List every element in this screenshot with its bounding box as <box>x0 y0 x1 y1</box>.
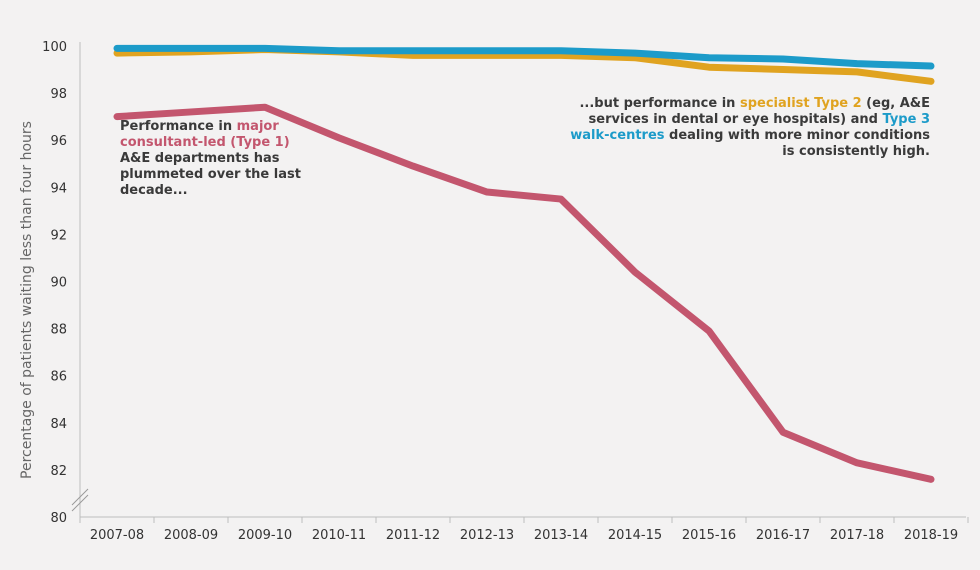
y-tick-label: 100 <box>42 40 67 55</box>
y-tick-label: 98 <box>50 87 67 102</box>
annotation-type1: Performance in major consultant-led (Typ… <box>120 119 310 199</box>
series-line-type2 <box>113 46 935 85</box>
y-tick-label: 84 <box>50 417 67 432</box>
annotation-type23-pre: ...but performance in <box>579 96 740 111</box>
axis-break-mark <box>71 488 89 506</box>
y-tick-label: 82 <box>50 464 67 479</box>
annotation-type2-highlight: specialist Type 2 <box>739 96 862 111</box>
x-tick-label: 2010-11 <box>312 528 366 543</box>
series-line-type3 <box>113 44 935 70</box>
y-tick-label: 90 <box>50 276 67 291</box>
y-tick-label: 92 <box>50 228 67 243</box>
x-tick-label: 2009-10 <box>238 528 292 543</box>
series-line-type1 <box>113 103 935 483</box>
x-tick-label: 2018-19 <box>904 528 958 543</box>
annotation-type3-highlight: Type 3 walk-centres <box>570 112 930 143</box>
y-tick-label: 80 <box>50 511 67 526</box>
axis-break-mark <box>71 494 89 512</box>
series-layer <box>113 44 935 483</box>
x-tick-label: 2017-18 <box>830 528 884 543</box>
axes: 80 82 84 86 88 90 92 94 96 98 100 2007-08 2008-09 200… <box>42 40 969 543</box>
annotation-type1-post: A&E departments has plummeted over the l… <box>120 151 301 198</box>
annotation-type1-highlight: major consultant-led (Type 1) <box>120 119 290 150</box>
y-axis-title: Percentage of patients waiting less than… <box>19 121 35 479</box>
x-tick-label: 2011-12 <box>386 528 440 543</box>
annotation-type2-type3: ...but performance in specialist Type 2 … <box>560 96 930 160</box>
y-tick-label: 88 <box>50 323 67 338</box>
annotation-type1-pre: Performance in <box>120 119 237 134</box>
x-tick-label: 2008-09 <box>164 528 218 543</box>
annotation-type23-mid: (eg, A&E services in dental or eye hospi… <box>588 96 930 127</box>
x-tick-label: 2012-13 <box>460 528 514 543</box>
y-tick-label: 86 <box>50 370 67 385</box>
x-tick-label: 2014-15 <box>608 528 662 543</box>
x-tick-label: 2013-14 <box>534 528 588 543</box>
y-tick-label: 94 <box>50 181 67 196</box>
x-tick-label: 2016-17 <box>756 528 810 543</box>
annotation-type23-post: dealing with more minor conditions is co… <box>664 128 930 159</box>
x-tick-label: 2015-16 <box>682 528 736 543</box>
x-tick-label: 2007-08 <box>90 528 144 543</box>
y-tick-label: 96 <box>50 134 67 149</box>
